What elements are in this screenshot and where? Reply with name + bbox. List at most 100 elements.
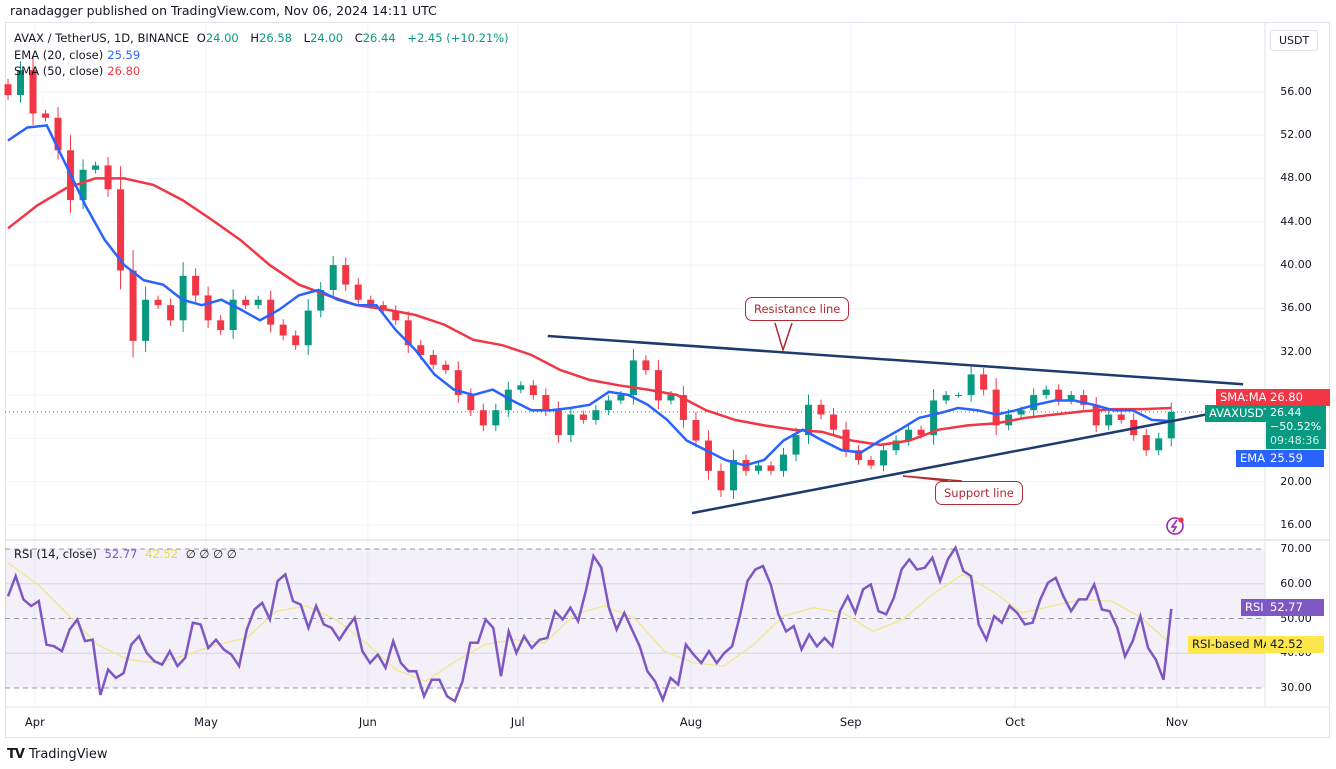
price-tick-label: 56.00 (1280, 84, 1312, 98)
rsi-ma-tag-name: RSI-based MA (1188, 636, 1275, 653)
candles (4, 56, 1175, 500)
candle-body (592, 410, 600, 420)
candle-body (892, 440, 900, 451)
ema-legend[interactable]: EMA (20, close) 25.59 (14, 48, 144, 62)
rsi-tag-name: RSI (1241, 599, 1268, 616)
candle (304, 299, 312, 355)
high-label: H (250, 31, 260, 45)
low-label: L (303, 31, 311, 45)
candle-body (992, 389, 1000, 426)
candle-body (279, 324, 287, 336)
candle (292, 330, 300, 350)
candle (579, 410, 587, 424)
candle (754, 461, 762, 475)
bar-countdown: 09:48:36 (1270, 434, 1320, 447)
candle-body (805, 404, 813, 436)
sma-tag-name: SMA:MA (1216, 389, 1271, 406)
candle (204, 286, 212, 329)
candle (1167, 402, 1175, 447)
trendline (691, 406, 1241, 515)
candle-body (542, 395, 550, 411)
candle-body (429, 354, 437, 365)
candle (629, 349, 637, 405)
sma-legend-label: SMA (50, close) (14, 64, 104, 78)
currency-button[interactable]: USDT (1270, 30, 1319, 51)
candle-body (767, 465, 775, 471)
candle (154, 295, 162, 309)
candle-body (905, 429, 913, 441)
candle-body (42, 113, 50, 118)
candle (567, 406, 575, 442)
candle-body (17, 70, 25, 96)
candle-body (729, 460, 737, 491)
candle (704, 430, 712, 480)
price-tick-label: 52.00 (1280, 128, 1312, 142)
rsi-tick-label: 30.00 (1280, 681, 1312, 694)
candle-body (304, 310, 312, 346)
candle-body (404, 320, 412, 346)
candle-body (579, 414, 587, 420)
candle (517, 381, 525, 394)
price-tick-label: 16.00 (1280, 518, 1312, 531)
candle (429, 349, 437, 370)
candle-body (917, 429, 925, 436)
candle (1117, 410, 1125, 424)
candle (4, 78, 12, 100)
candle (454, 361, 462, 403)
price-tick-label: 36.00 (1280, 301, 1312, 315)
candle-body (529, 385, 537, 396)
resistance-line-callout[interactable]: Resistance line (745, 297, 850, 321)
candle (29, 56, 37, 125)
rsi-legend-extra: ∅ ∅ ∅ ∅ (185, 547, 237, 561)
sma-50-line (7, 177, 1172, 447)
candle (354, 278, 362, 306)
candle-body (292, 335, 300, 346)
month-label: Oct (1005, 715, 1026, 729)
price-tick-label: 32.00 (1280, 344, 1312, 358)
candle-body (780, 454, 787, 471)
candle (805, 394, 813, 444)
rsi-tag-value: 52.77 (1266, 599, 1324, 616)
rsi-tick-label: 60.00 (1280, 576, 1312, 590)
last-price-tag: 26.44 −50.52% 09:48:36 (1266, 405, 1326, 449)
support-line-callout[interactable]: Support line (935, 481, 1023, 505)
candle-body (792, 435, 800, 455)
candle (229, 289, 237, 339)
close-label: C (354, 31, 363, 45)
candle-body (417, 345, 425, 355)
support-callout-pointer (902, 475, 963, 482)
candle (92, 161, 100, 174)
candle (342, 257, 350, 292)
candle (592, 405, 600, 425)
symbol-legend: AVAX / TetherUS, 1D, BINANCE O24.00 H26.… (14, 31, 513, 45)
rsi-ma-legend-value: 42.52 (145, 547, 179, 561)
candle-body (692, 419, 700, 441)
candle (1080, 389, 1088, 410)
published-note: ranadagger published on TradingView.com,… (10, 3, 437, 18)
candle-body (967, 374, 975, 396)
candle (529, 380, 537, 400)
candle (1155, 432, 1163, 456)
candle (867, 455, 875, 470)
candle-body (242, 299, 250, 306)
candle-body (217, 320, 225, 331)
symbol-title[interactable]: AVAX / TetherUS, 1D, BINANCE (14, 31, 190, 45)
month-label: Sep (839, 715, 862, 729)
rsi-tick-label: 70.00 (1280, 542, 1312, 555)
candle (930, 389, 938, 445)
sma-legend[interactable]: SMA (50, close) 26.80 (14, 64, 144, 78)
chart-frame (5, 22, 1330, 738)
rsi-legend-label: RSI (14, close) (14, 547, 97, 561)
candle (329, 256, 337, 298)
tradingview-brand[interactable]: 𝗧𝗩 TradingView (7, 747, 107, 762)
month-label: Jun (358, 715, 377, 729)
candle-body (479, 410, 487, 426)
price-tick-label: 40.00 (1280, 258, 1312, 272)
candle (880, 443, 888, 472)
candle-body (179, 275, 187, 321)
lightning-icon[interactable] (1166, 517, 1184, 535)
month-label: Jul (510, 715, 525, 729)
candle-body (454, 370, 462, 396)
rsi-legend[interactable]: RSI (14, close) 52.77 42.52 ∅ ∅ ∅ ∅ (14, 547, 241, 561)
